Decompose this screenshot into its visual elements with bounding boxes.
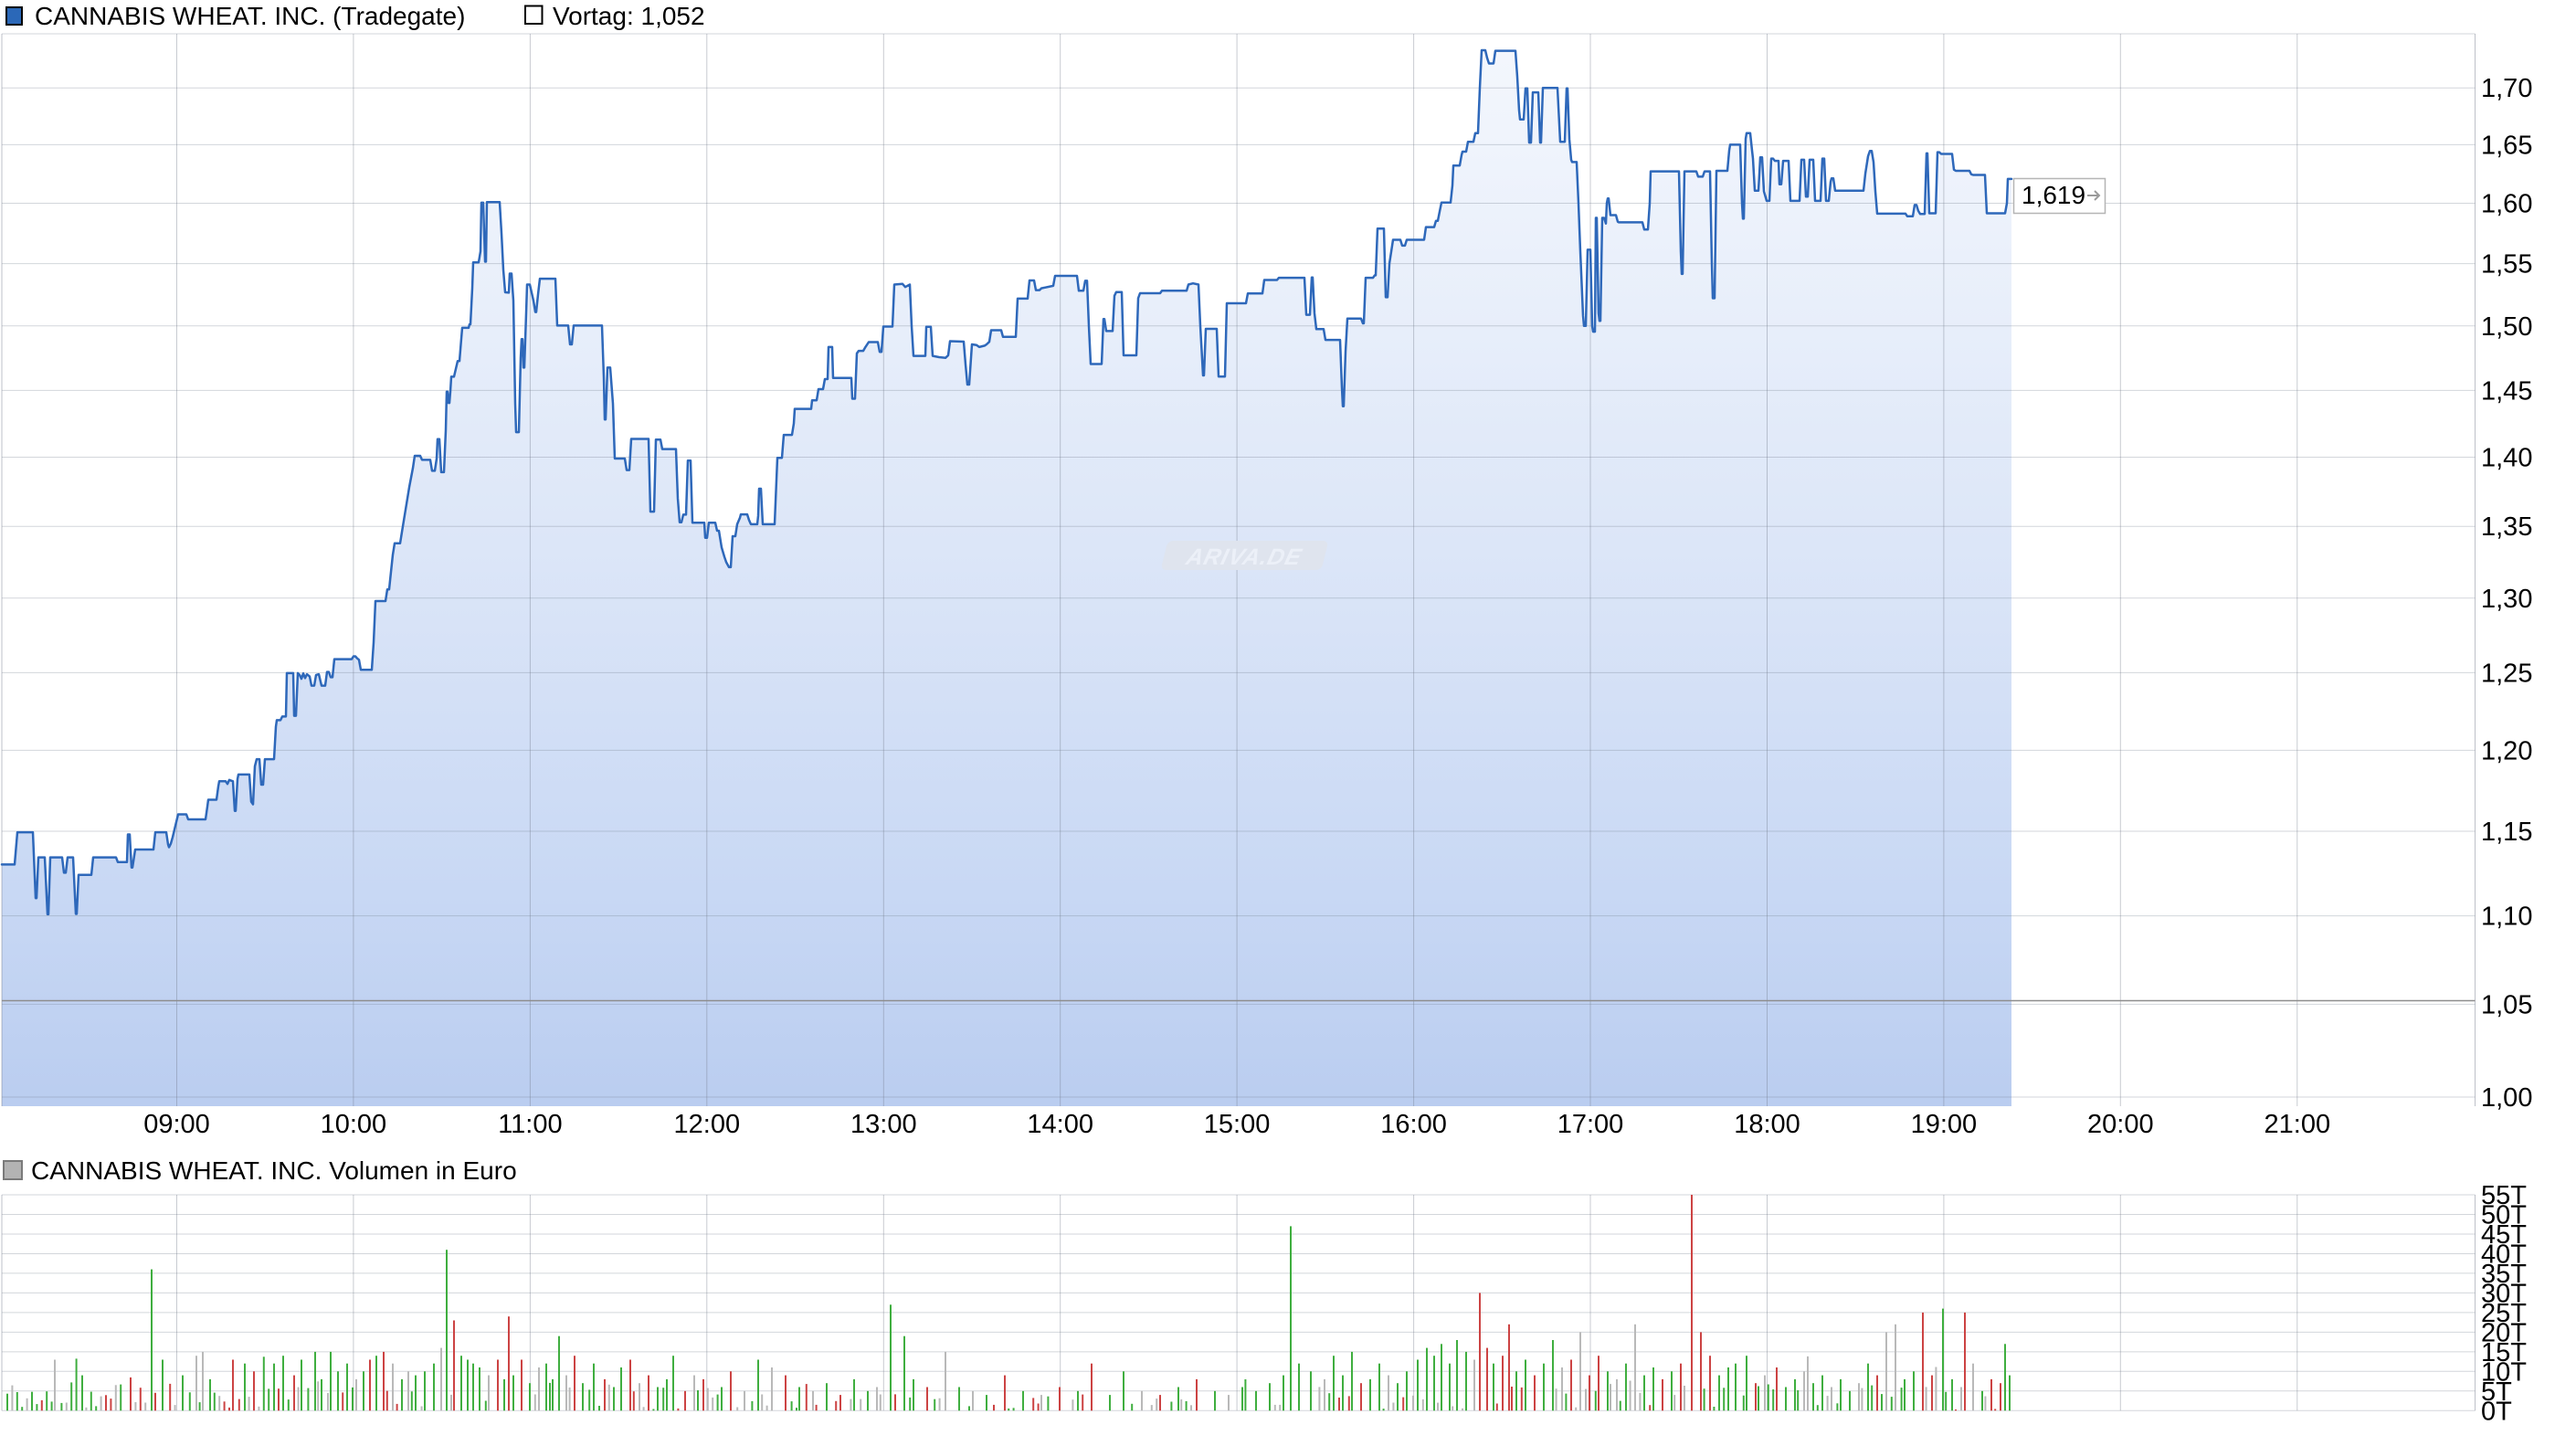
svg-text:1,10: 1,10 xyxy=(2481,902,2532,932)
svg-text:55T: 55T xyxy=(2481,1181,2527,1210)
svg-text:1,30: 1,30 xyxy=(2481,585,2532,614)
svg-text:1,15: 1,15 xyxy=(2481,818,2532,847)
svg-text:19:00: 19:00 xyxy=(1911,1110,1978,1139)
svg-text:40T: 40T xyxy=(2481,1240,2527,1270)
svg-text:12:00: 12:00 xyxy=(674,1110,741,1139)
svg-text:13:00: 13:00 xyxy=(850,1110,917,1139)
svg-text:17:00: 17:00 xyxy=(1557,1110,1624,1139)
svg-text:1,45: 1,45 xyxy=(2481,376,2532,406)
svg-text:10T: 10T xyxy=(2481,1357,2527,1387)
svg-text:15T: 15T xyxy=(2481,1338,2527,1367)
svg-text:35T: 35T xyxy=(2481,1260,2527,1289)
svg-text:CANNABIS WHEAT. INC. (Tradegat: CANNABIS WHEAT. INC. (Tradegate) xyxy=(35,2,465,30)
svg-text:25T: 25T xyxy=(2481,1299,2527,1328)
svg-text:1,40: 1,40 xyxy=(2481,444,2532,473)
svg-text:1,619: 1,619 xyxy=(2022,181,2085,209)
svg-text:15:00: 15:00 xyxy=(1204,1110,1271,1139)
svg-text:20T: 20T xyxy=(2481,1318,2527,1347)
svg-text:1,55: 1,55 xyxy=(2481,250,2532,280)
svg-text:21:00: 21:00 xyxy=(2265,1110,2331,1139)
svg-text:1,65: 1,65 xyxy=(2481,131,2532,160)
svg-text:30T: 30T xyxy=(2481,1279,2527,1308)
svg-text:45T: 45T xyxy=(2481,1220,2527,1250)
svg-text:1,35: 1,35 xyxy=(2481,512,2532,542)
svg-text:1,70: 1,70 xyxy=(2481,74,2532,103)
svg-text:1,25: 1,25 xyxy=(2481,659,2532,688)
svg-text:20:00: 20:00 xyxy=(2087,1110,2154,1139)
svg-text:CANNABIS WHEAT. INC. Volumen i: CANNABIS WHEAT. INC. Volumen in Euro xyxy=(31,1156,517,1185)
svg-text:0T: 0T xyxy=(2481,1397,2512,1426)
svg-text:Vortag: 1,052: Vortag: 1,052 xyxy=(553,2,705,30)
svg-text:5T: 5T xyxy=(2481,1377,2512,1407)
svg-text:14:00: 14:00 xyxy=(1027,1110,1093,1139)
svg-text:18:00: 18:00 xyxy=(1734,1110,1800,1139)
svg-text:ARIVA.DE: ARIVA.DE xyxy=(1183,544,1304,570)
svg-text:50T: 50T xyxy=(2481,1201,2527,1230)
svg-text:1,50: 1,50 xyxy=(2481,312,2532,342)
svg-text:1,00: 1,00 xyxy=(2481,1083,2532,1113)
svg-text:1,05: 1,05 xyxy=(2481,990,2532,1019)
svg-text:1,20: 1,20 xyxy=(2481,736,2532,765)
svg-text:16:00: 16:00 xyxy=(1380,1110,1447,1139)
svg-text:10:00: 10:00 xyxy=(321,1110,387,1139)
svg-text:1,60: 1,60 xyxy=(2481,190,2532,219)
svg-text:11:00: 11:00 xyxy=(498,1110,562,1139)
svg-text:09:00: 09:00 xyxy=(143,1110,210,1139)
